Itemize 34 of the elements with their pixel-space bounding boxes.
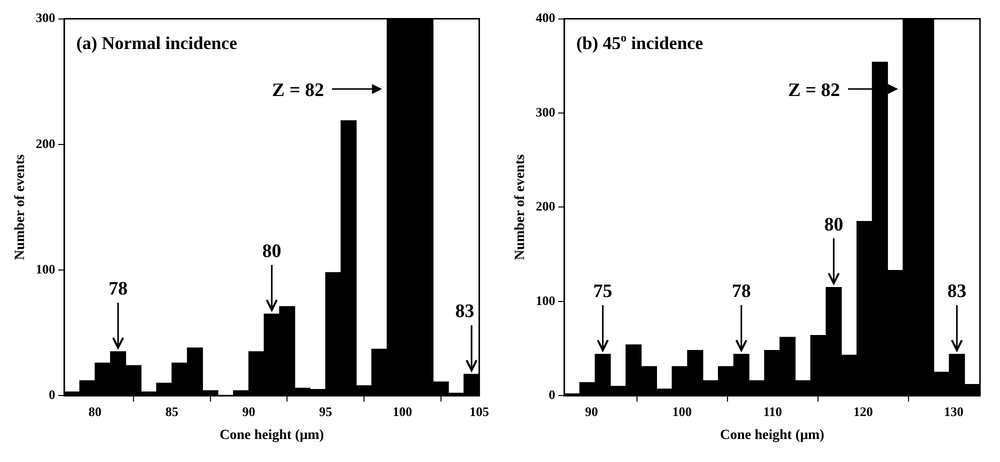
- y-axis-title: Number of events: [513, 154, 528, 260]
- annotation: 80: [262, 240, 282, 262]
- y-tick-label: 300: [536, 104, 556, 120]
- y-tick-label: 200: [536, 198, 556, 214]
- x-tick-label: 95: [319, 404, 333, 419]
- x-axis-title: Cone height (μm): [720, 428, 825, 444]
- annotation: 75: [593, 281, 612, 302]
- annotation: 83: [455, 301, 474, 322]
- x-tick-label: 80: [88, 404, 102, 419]
- annotation: 78: [108, 278, 128, 300]
- x-tick-label: 90: [584, 404, 598, 419]
- x-tick-label: 85: [165, 404, 179, 419]
- annotation: Z = 82: [272, 80, 324, 101]
- y-tick-label: 300: [36, 10, 56, 26]
- y-tick-label: 0: [48, 386, 56, 402]
- x-axis-title: Cone height (μm): [220, 428, 324, 444]
- annotation: Z = 82: [788, 80, 840, 101]
- y-tick-label: 100: [36, 261, 56, 276]
- x-tick-label: 105: [470, 404, 490, 419]
- y-tick-label: 200: [36, 136, 56, 151]
- annotation: 78: [732, 281, 751, 302]
- x-tick-label: 130: [944, 404, 964, 419]
- annotation: (a) Normal incidence: [76, 32, 238, 53]
- x-tick-label: 100: [672, 404, 692, 419]
- x-tick-label: 120: [853, 404, 873, 419]
- y-tick-label: 100: [536, 292, 556, 308]
- y-tick-label: 400: [536, 10, 556, 26]
- x-tick-label: 90: [242, 404, 256, 419]
- annotation: 80: [824, 214, 844, 236]
- y-tick-label: 0: [548, 386, 556, 402]
- annotation: 83: [947, 281, 966, 302]
- x-tick-label: 110: [763, 404, 782, 419]
- y-axis-title: Number of events: [13, 154, 28, 260]
- x-tick-label: 100: [392, 404, 412, 419]
